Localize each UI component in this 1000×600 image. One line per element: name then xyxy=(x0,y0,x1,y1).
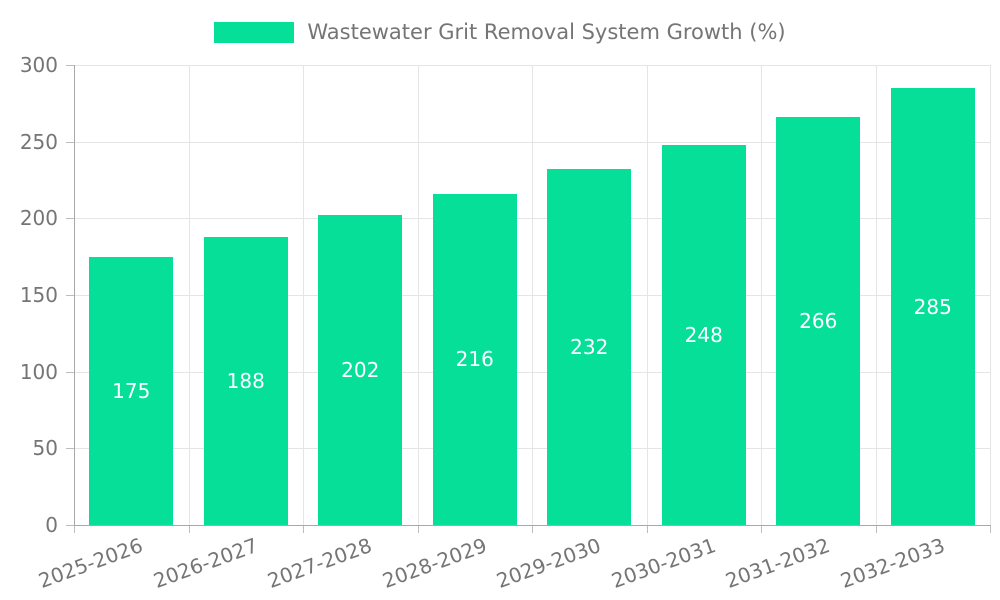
gridline-vertical xyxy=(303,65,304,525)
legend-swatch xyxy=(214,21,295,43)
gridline-vertical xyxy=(188,65,190,525)
y-axis-tick-label: 250 xyxy=(19,129,58,154)
gridline-vertical xyxy=(417,65,419,525)
gridline-vertical xyxy=(990,65,991,525)
y-axis-tick-label: 200 xyxy=(19,206,58,231)
bar-2028-2029[interactable] xyxy=(432,193,517,525)
x-axis-tick xyxy=(990,525,991,533)
y-axis-tick-label: 0 xyxy=(45,513,58,537)
x-axis-tick-label: 2032-2033 xyxy=(836,533,948,593)
bar-value-label: 266 xyxy=(799,309,838,334)
x-axis-tick-label: 2025-2026 xyxy=(35,533,147,593)
bar-value-label: 202 xyxy=(341,358,380,383)
gridline-vertical xyxy=(875,65,877,525)
y-axis-tick-label: 300 xyxy=(19,53,58,77)
bar-2026-2027[interactable] xyxy=(203,236,288,525)
bar-2031-2032[interactable] xyxy=(776,117,861,525)
bar-value-label: 188 xyxy=(226,368,265,393)
bar-2029-2030[interactable] xyxy=(547,169,632,525)
y-axis-tick xyxy=(66,295,74,296)
bar-value-label: 175 xyxy=(112,378,151,403)
y-axis-tick xyxy=(66,218,74,220)
bar-2032-2033[interactable] xyxy=(890,88,975,525)
x-axis-tick-label: 2031-2032 xyxy=(722,533,834,593)
y-axis-tick-label: 150 xyxy=(19,283,58,307)
gridline-vertical xyxy=(646,65,648,525)
gridline-vertical xyxy=(761,65,762,525)
bar-2027-2028[interactable] xyxy=(318,215,403,525)
x-axis-tick xyxy=(303,525,304,533)
x-axis-tick xyxy=(417,525,419,533)
bar-2025-2026[interactable] xyxy=(89,256,174,525)
x-axis-line xyxy=(74,525,991,526)
legend-label: Wastewater Grit Removal System Growth (%… xyxy=(307,20,786,44)
y-axis-tick xyxy=(66,65,74,66)
gridline-vertical xyxy=(532,65,533,525)
y-axis-line xyxy=(74,65,75,525)
y-axis-tick-label: 50 xyxy=(32,436,58,461)
x-axis-tick xyxy=(532,525,533,533)
y-axis-tick xyxy=(66,141,74,143)
x-axis-tick-label: 2026-2027 xyxy=(149,533,261,593)
bar-2030-2031[interactable] xyxy=(661,144,746,525)
y-axis-tick xyxy=(66,525,74,526)
y-axis-tick xyxy=(66,448,74,450)
x-axis-tick xyxy=(646,525,648,533)
x-axis-tick-label: 2028-2029 xyxy=(378,533,490,593)
x-axis-tick xyxy=(188,525,190,533)
bar-value-label: 248 xyxy=(684,322,723,347)
x-axis-tick-label: 2030-2031 xyxy=(607,533,719,593)
x-axis-tick xyxy=(761,525,762,533)
x-axis-tick-label: 2029-2030 xyxy=(493,533,605,593)
x-axis-tick xyxy=(875,525,877,533)
x-axis-tick xyxy=(74,525,75,533)
x-axis-tick-label: 2027-2028 xyxy=(264,533,376,593)
y-axis-tick-label: 100 xyxy=(19,359,58,384)
bar-value-label: 216 xyxy=(455,347,494,372)
bar-value-label: 232 xyxy=(570,335,609,360)
bar-value-label: 285 xyxy=(913,294,952,319)
legend-item[interactable]: Wastewater Grit Removal System Growth (%… xyxy=(0,21,1000,43)
y-axis-tick xyxy=(66,371,74,373)
